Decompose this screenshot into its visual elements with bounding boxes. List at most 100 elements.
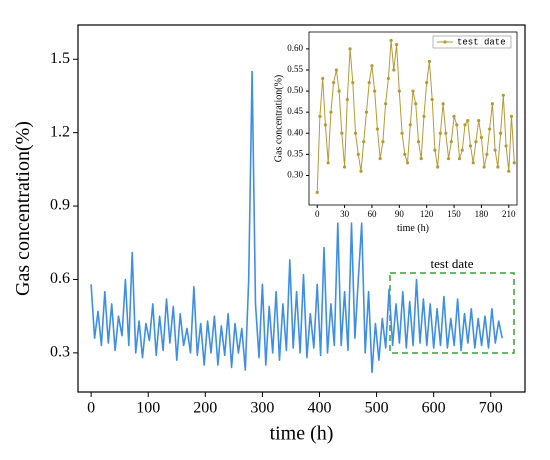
data-point [493,148,497,152]
data-point [326,161,330,165]
data-point [430,97,434,102]
data-point [315,190,319,194]
data-point [427,59,432,64]
data-point [485,152,489,156]
x-tick-label: 0 [87,400,95,417]
data-point [381,140,385,144]
y-tick-label: 0.60 [287,43,303,53]
data-point [477,119,481,123]
plot-frame [308,31,518,206]
data-point [436,165,440,169]
data-point [362,140,366,144]
data-point [389,38,393,43]
data-point [403,152,407,156]
data-point [364,110,369,114]
data-point [397,89,401,93]
y-tick-label: 0.40 [287,127,303,137]
data-point [332,81,336,85]
x-tick-label: 60 [367,209,377,219]
data-point [496,165,500,169]
data-point [419,156,423,161]
data-line [90,70,503,374]
y-tick-label: 0.50 [287,85,303,95]
data-point [392,68,396,72]
x-tick-label: 300 [250,400,274,417]
data-point [356,152,360,156]
data-point [507,169,511,173]
data-point [425,81,429,85]
data-point [367,81,371,85]
x-tick-label: 90 [395,209,405,219]
x-tick-label: 30 [340,209,350,219]
data-point [400,131,404,135]
x-tick-label: 600 [422,400,446,417]
data-point [411,89,415,93]
x-axis-label: time (h) [397,223,429,234]
y-tick-label: 0.3 [50,344,70,361]
data-point [351,81,355,85]
data-point [501,93,505,97]
data-point [318,114,322,118]
x-tick-label: 400 [307,400,331,417]
legend-marker [443,40,447,44]
y-axis-label: Gas concentration(%) [274,75,285,162]
data-point [342,165,347,169]
data-point [359,169,363,173]
y-tick-label: 0.30 [287,170,303,180]
data-point [509,114,514,118]
data-point [373,89,377,93]
data-point [449,140,453,144]
data-point [353,131,358,135]
y-tick-label: 0.55 [287,64,303,74]
x-tick-label: 100 [136,400,160,417]
x-axis-label: time (h) [270,423,334,445]
data-point [384,102,388,106]
data-point [321,76,325,81]
data-point [329,110,333,114]
data-point [370,64,374,68]
data-point [498,131,503,135]
data-point [460,148,464,152]
data-point [457,156,462,161]
data-point [375,127,380,131]
data-point [466,119,470,123]
x-tick-label: 180 [475,209,489,219]
y-axis-label: Gas concentration(%) [12,121,34,296]
data-point [444,131,448,135]
y-tick-label: 1.2 [50,123,70,140]
data-point [405,161,410,165]
data-point [334,68,338,72]
data-point [348,47,352,51]
data-point [455,123,459,127]
x-tick-label: 700 [479,400,503,417]
legend-box [432,35,512,49]
data-point [504,144,508,148]
y-tick-label: 0.9 [50,197,70,214]
data-point [386,76,390,81]
data-point [482,165,486,169]
x-tick-label: 0 [315,209,320,219]
data-point [479,135,484,140]
y-tick-label: 0.35 [287,148,303,158]
data-point [337,89,341,93]
legend-label: test date [457,37,506,47]
data-point [408,123,412,127]
data-point [488,127,492,131]
data-point [416,140,421,144]
annotation: test date [431,256,474,271]
data-point [414,102,418,106]
data-point [441,102,445,106]
data-point [446,156,451,161]
data-point [378,156,382,161]
data-point [438,131,442,135]
y-tick-label: 0.45 [287,106,303,116]
inset-background [309,32,517,205]
x-tick-label: 150 [447,209,461,219]
data-point [452,114,456,118]
y-tick-label: 1.5 [50,50,70,67]
data-point [471,161,475,165]
y-tick-label: 0.6 [50,270,70,287]
data-point [463,123,467,127]
test-region-box [389,272,515,354]
